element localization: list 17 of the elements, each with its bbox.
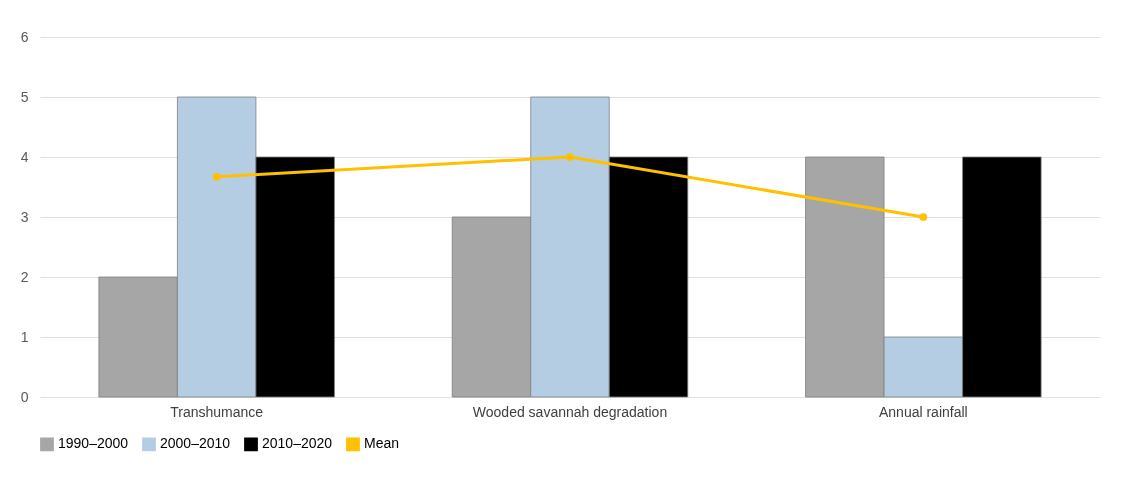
point: [566, 153, 574, 161]
y-tick-label: 0: [20, 388, 29, 405]
x-tick-label: Annual rainfall: [878, 403, 968, 420]
y-tick-label: 1: [20, 328, 29, 345]
y-tick-label: 4: [20, 148, 29, 165]
legend-label: Mean: [364, 435, 400, 452]
y-tick-label: 6: [20, 28, 29, 45]
x-tick-label: Wooded savannah degradation: [472, 403, 668, 420]
y-tick-label: 2: [20, 268, 29, 285]
legend-label: 2010–2020: [262, 435, 333, 452]
legend-label: 2000–2010: [160, 435, 231, 452]
legend-label: 1990–2000: [58, 435, 129, 452]
point: [919, 213, 928, 221]
y-tick-label: 5: [20, 88, 29, 105]
x-tick-label: Transhumance: [170, 403, 264, 420]
y-tick-label: 3: [20, 208, 29, 225]
point: [212, 172, 221, 181]
